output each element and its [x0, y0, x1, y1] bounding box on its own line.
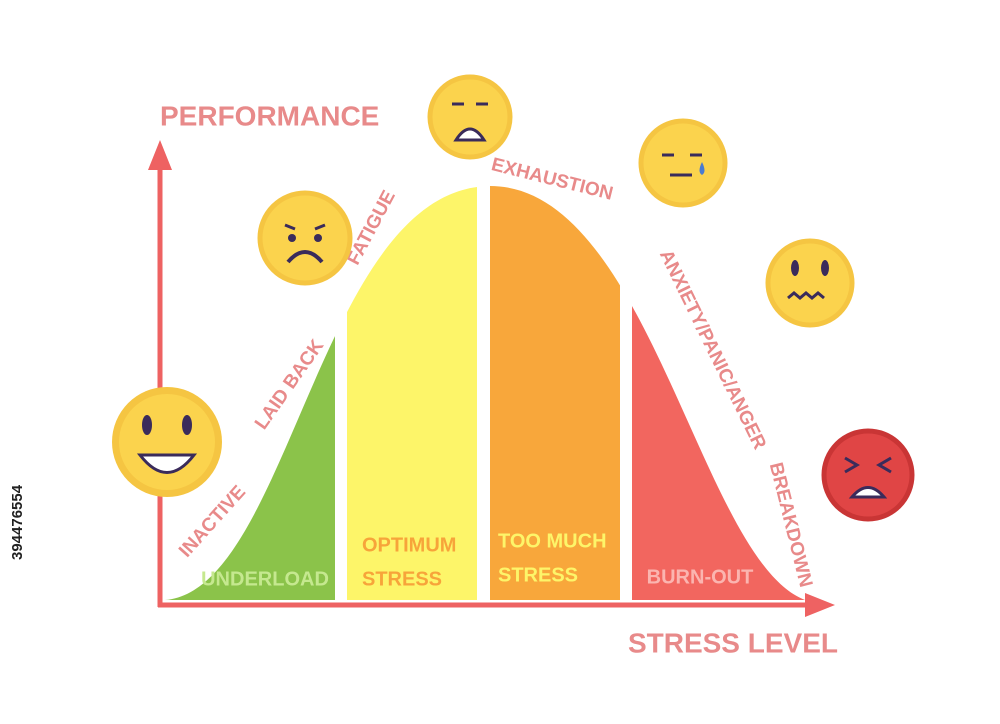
y-arrow [148, 140, 172, 170]
zone-label: STRESS [362, 568, 442, 590]
curve-label: BREAKDOWN [765, 460, 816, 589]
emoji-angry [821, 428, 915, 522]
emoji-sad [257, 190, 353, 286]
emoji-worried [427, 74, 513, 160]
x-axis-label: STRESS LEVEL [628, 627, 838, 658]
zone-label: OPTIMUM [362, 534, 456, 556]
zone-too-much [490, 186, 620, 600]
x-arrow [805, 593, 835, 617]
zone-label: BURN-OUT [647, 566, 754, 588]
emoji-tired [638, 118, 728, 208]
curve-zones [165, 186, 805, 600]
y-axis-label: PERFORMANCE [160, 100, 379, 131]
zone-label: STRESS [498, 564, 578, 586]
zone-label: UNDERLOAD [201, 568, 329, 590]
zone-label: TOO MUCH [498, 530, 607, 552]
emoji-anxious [765, 238, 855, 328]
emoji-happy [112, 387, 222, 497]
stock-id: 394476554 [9, 484, 26, 560]
